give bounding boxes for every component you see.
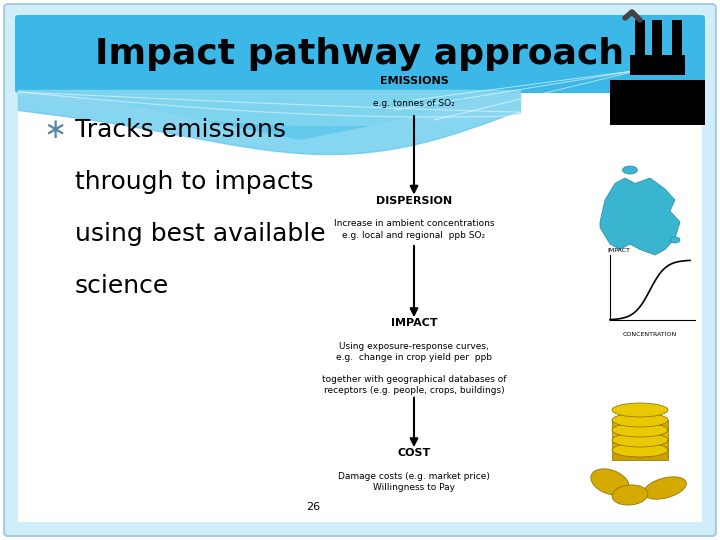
Bar [635,20,645,55]
Text: using best available: using best available [75,222,325,246]
Bar [672,20,682,55]
Text: Using exposure-response curves,
e.g.  change in crop yield per  ppb

together wi: Using exposure-response curves, e.g. cha… [322,342,506,395]
Text: through to impacts: through to impacts [75,170,313,194]
Text: Impact pathway approach: Impact pathway approach [96,37,624,71]
Ellipse shape [644,477,686,499]
Text: IMPACT: IMPACT [391,318,437,328]
Polygon shape [600,178,680,255]
Ellipse shape [612,443,668,457]
Text: DISPERSION: DISPERSION [376,195,452,206]
Bar [630,55,685,75]
Ellipse shape [612,433,668,447]
Text: CONCENTRATION: CONCENTRATION [623,332,677,337]
Text: IMPACT: IMPACT [607,248,630,253]
Text: e.g. tonnes of SO₂: e.g. tonnes of SO₂ [373,99,455,109]
Bar [612,440,668,450]
Ellipse shape [612,413,668,427]
Bar [612,450,668,460]
Bar [652,20,662,55]
Text: 26: 26 [306,502,320,512]
Text: Damage costs (e.g. market price)
Willingness to Pay: Damage costs (e.g. market price) Willing… [338,472,490,492]
Ellipse shape [591,469,629,495]
Ellipse shape [670,237,680,243]
Bar [610,80,705,125]
Bar [612,420,668,430]
Ellipse shape [612,485,648,505]
Text: ∗: ∗ [43,116,67,144]
Text: EMISSIONS: EMISSIONS [379,76,449,85]
Text: Increase in ambient concentrations
e.g. local and regional  ppb SO₂: Increase in ambient concentrations e.g. … [334,219,494,240]
Text: COST: COST [397,448,431,458]
FancyBboxPatch shape [4,4,716,536]
Text: Tracks emissions: Tracks emissions [75,118,286,142]
FancyBboxPatch shape [15,15,705,93]
Ellipse shape [623,166,637,174]
Bar [612,430,668,440]
Polygon shape [18,90,500,140]
Ellipse shape [612,403,668,417]
Ellipse shape [612,423,668,437]
Text: science: science [75,274,169,298]
